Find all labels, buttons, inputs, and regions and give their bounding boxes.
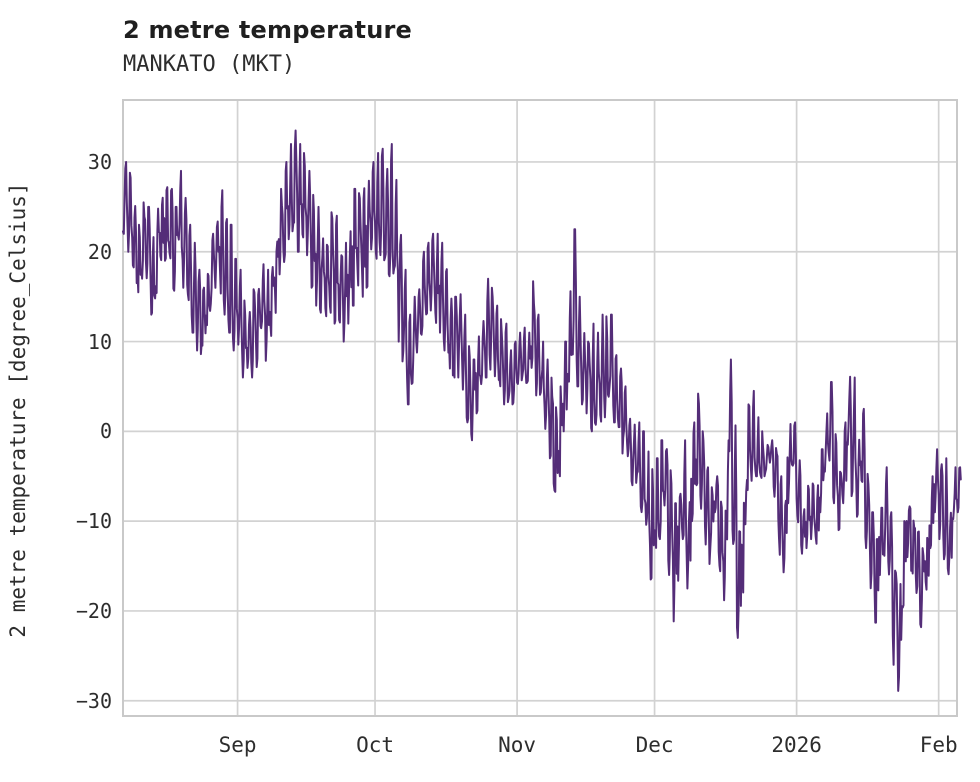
y-tick-label: 30 [87, 149, 112, 174]
grid-lines [123, 100, 957, 716]
x-tick-label: Feb [919, 733, 958, 757]
plot-border [122, 99, 958, 717]
x-tick-label: Oct [356, 733, 394, 757]
y-tick-label: −20 [75, 598, 112, 623]
x-tick-label: Sep [218, 733, 257, 757]
page-title: 2 metre temperature [123, 16, 412, 44]
y-tick-label: 20 [87, 239, 112, 264]
y-tick-label: 0 [99, 419, 112, 444]
x-tick-label: Nov [498, 733, 537, 757]
x-tick-label: 2026 [771, 733, 822, 757]
x-tick-label: Dec [635, 733, 674, 757]
y-tick-label: −30 [75, 688, 112, 713]
y-tick-label: 10 [87, 329, 112, 354]
y-tick-label: −10 [75, 509, 112, 534]
temperature-line [122, 129, 962, 692]
station-subtitle: MANKATO (MKT) [123, 52, 296, 77]
